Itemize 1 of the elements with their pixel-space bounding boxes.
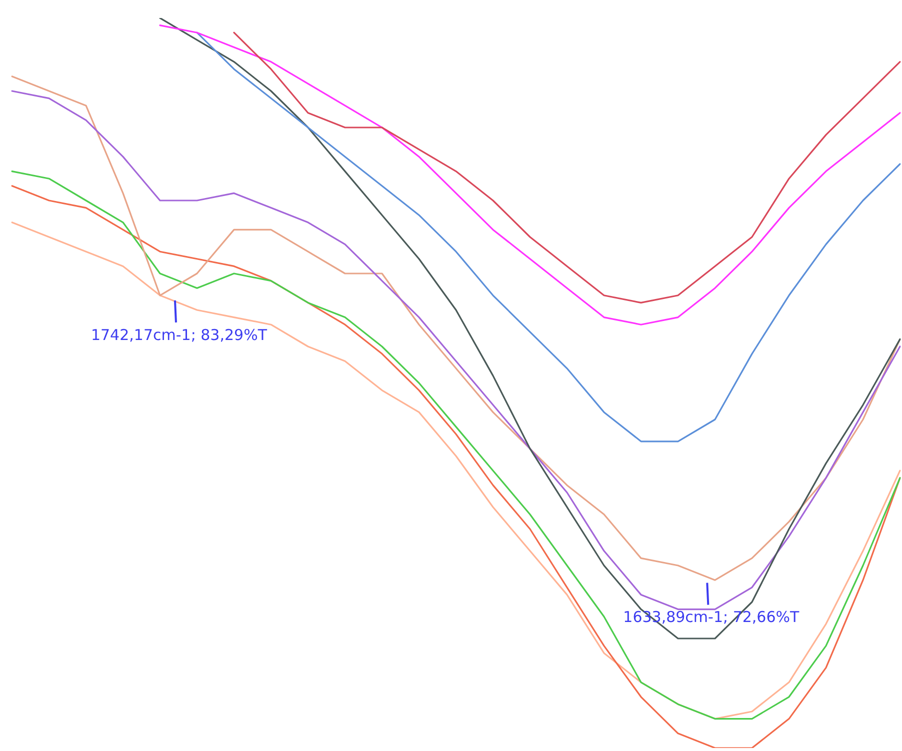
annotation: 1742,17cm-1; 83,29%T: [90, 326, 268, 344]
